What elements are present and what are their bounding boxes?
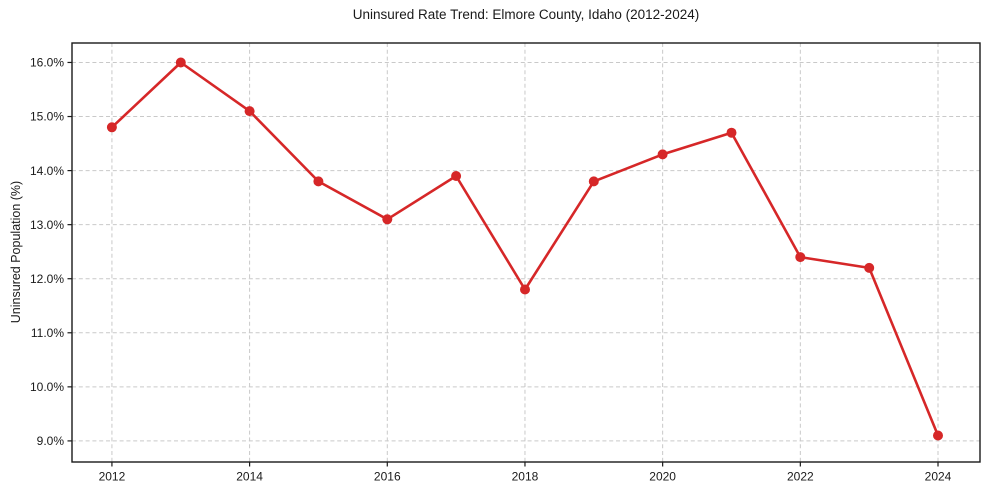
data-point <box>933 430 943 441</box>
x-tick-label: 2018 <box>512 470 539 484</box>
chart-title: Uninsured Rate Trend: Elmore County, Ida… <box>352 7 700 22</box>
y-tick-label: 15.0% <box>30 110 64 124</box>
data-point <box>864 262 875 273</box>
data-point <box>382 214 393 225</box>
x-tick-label: 2014 <box>236 470 263 484</box>
y-tick-label: 12.0% <box>30 272 64 286</box>
y-tick-label: 14.0% <box>30 164 64 178</box>
data-point <box>588 176 599 187</box>
x-tick-label: 2024 <box>925 470 952 484</box>
data-point <box>726 127 737 138</box>
data-point <box>520 284 530 295</box>
data-point <box>313 176 324 187</box>
plot-frame <box>71 42 981 463</box>
data-point <box>795 252 806 263</box>
x-tick-label: 2020 <box>649 470 676 484</box>
data-point <box>175 57 186 68</box>
x-tick-label: 2022 <box>787 470 814 484</box>
data-point <box>106 122 117 133</box>
x-tick-label: 2016 <box>374 470 401 484</box>
data-point <box>657 149 668 160</box>
x-tick-label: 2012 <box>99 470 126 484</box>
data-point <box>451 171 462 181</box>
y-tick-label: 13.0% <box>30 218 64 232</box>
y-tick-label: 10.0% <box>30 380 64 394</box>
y-tick-label: 11.0% <box>31 326 64 340</box>
data-point <box>244 106 255 117</box>
y-tick-label: 16.0% <box>30 56 64 70</box>
y-axis-label: Uninsured Population (%) <box>9 180 23 324</box>
y-tick-label: 9.0% <box>37 434 65 448</box>
